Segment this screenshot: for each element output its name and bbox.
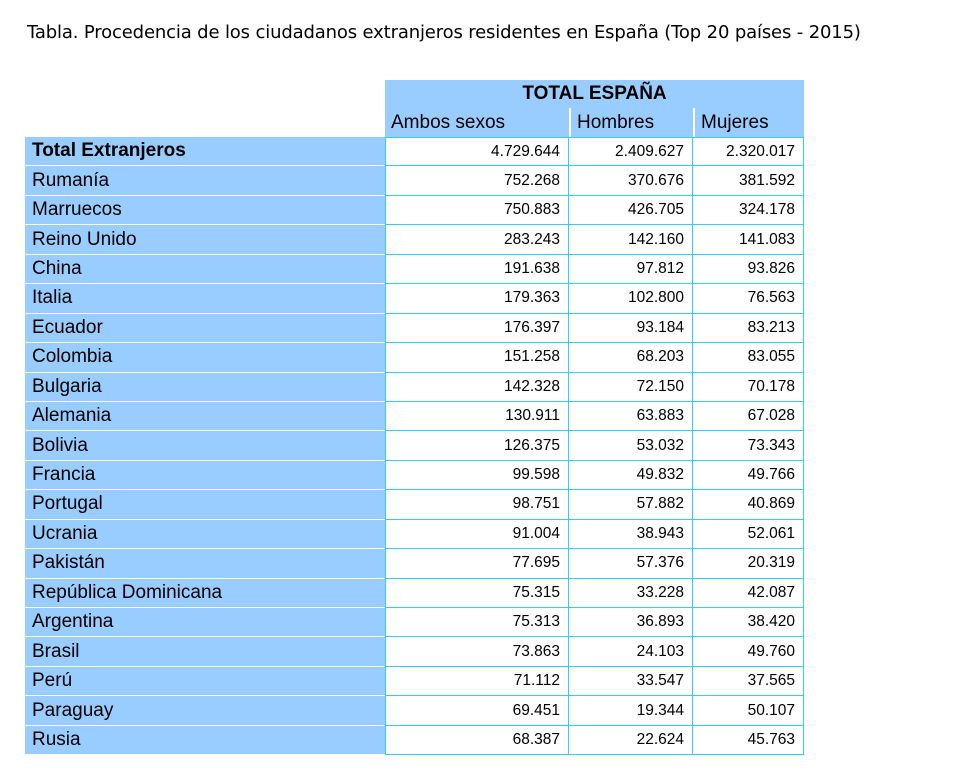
cell-hombres: 22.624: [569, 725, 693, 756]
table-caption: Tabla. Procedencia de los ciudadanos ext…: [27, 22, 861, 43]
subheader-blank-cell: [25, 108, 385, 137]
cell-ambos-sexos: 77.695: [385, 549, 569, 579]
group-header: TOTAL ESPAÑA: [385, 80, 804, 108]
cell-hombres: 36.893: [569, 608, 693, 638]
cell-mujeres: 38.420: [693, 608, 804, 638]
cell-ambos-sexos: 142.328: [385, 372, 569, 402]
cell-hombres: 370.676: [569, 166, 693, 196]
cell-hombres: 97.812: [569, 254, 693, 285]
row-country-name: Rumanía: [25, 166, 385, 196]
cell-mujeres: 45.763: [693, 725, 804, 756]
cell-mujeres: 83.213: [693, 313, 804, 344]
cell-ambos-sexos: 98.751: [385, 490, 569, 520]
cell-mujeres: 20.319: [693, 549, 804, 579]
cell-mujeres: 324.178: [693, 195, 804, 226]
cell-ambos-sexos: 283.243: [385, 225, 569, 255]
cell-mujeres: 76.563: [693, 284, 804, 314]
row-country-name: China: [25, 254, 385, 285]
cell-mujeres: 52.061: [693, 519, 804, 550]
cell-ambos-sexos: 752.268: [385, 166, 569, 196]
row-country-name: Alemania: [25, 401, 385, 432]
cell-hombres: 49.832: [569, 460, 693, 491]
cell-ambos-sexos: 69.451: [385, 696, 569, 726]
cell-ambos-sexos: 91.004: [385, 519, 569, 550]
row-country-name: Portugal: [25, 490, 385, 520]
row-country-name: Total Extranjeros: [25, 137, 385, 167]
cell-mujeres: 42.087: [693, 578, 804, 608]
cell-hombres: 57.376: [569, 549, 693, 579]
row-country-name: Ucrania: [25, 519, 385, 550]
cell-mujeres: 70.178: [693, 372, 804, 402]
cell-mujeres: 67.028: [693, 401, 804, 432]
row-country-name: Bulgaria: [25, 372, 385, 402]
cell-hombres: 93.184: [569, 313, 693, 344]
cell-hombres: 142.160: [569, 225, 693, 255]
cell-ambos-sexos: 176.397: [385, 313, 569, 344]
cell-mujeres: 73.343: [693, 431, 804, 461]
cell-hombres: 53.032: [569, 431, 693, 461]
cell-ambos-sexos: 73.863: [385, 637, 569, 667]
cell-hombres: 33.547: [569, 666, 693, 697]
cell-hombres: 426.705: [569, 195, 693, 226]
cell-mujeres: 141.083: [693, 225, 804, 255]
cell-mujeres: 49.760: [693, 637, 804, 667]
cell-hombres: 57.882: [569, 490, 693, 520]
cell-mujeres: 49.766: [693, 460, 804, 491]
cell-ambos-sexos: 126.375: [385, 431, 569, 461]
cell-hombres: 68.203: [569, 343, 693, 373]
cell-ambos-sexos: 99.598: [385, 460, 569, 491]
cell-hombres: 2.409.627: [569, 137, 693, 167]
foreign-residents-table: TOTAL ESPAÑA Ambos sexos Hombres Mujeres…: [25, 80, 804, 756]
column-header-mujeres: Mujeres: [693, 108, 804, 137]
row-country-name: Francia: [25, 460, 385, 491]
cell-mujeres: 37.565: [693, 666, 804, 697]
cell-ambos-sexos: 4.729.644: [385, 137, 569, 167]
cell-ambos-sexos: 75.313: [385, 608, 569, 638]
cell-hombres: 63.883: [569, 401, 693, 432]
row-country-name: Ecuador: [25, 313, 385, 344]
cell-hombres: 72.150: [569, 372, 693, 402]
cell-mujeres: 40.869: [693, 490, 804, 520]
cell-mujeres: 50.107: [693, 696, 804, 726]
cell-hombres: 24.103: [569, 637, 693, 667]
row-country-name: Brasil: [25, 637, 385, 667]
header-blank-cell: [25, 80, 385, 108]
cell-hombres: 19.344: [569, 696, 693, 726]
cell-ambos-sexos: 151.258: [385, 343, 569, 373]
row-country-name: Bolivia: [25, 431, 385, 461]
cell-mujeres: 381.592: [693, 166, 804, 196]
cell-mujeres: 2.320.017: [693, 137, 804, 167]
cell-ambos-sexos: 191.638: [385, 254, 569, 285]
column-header-ambos-sexos: Ambos sexos: [385, 108, 569, 137]
cell-hombres: 33.228: [569, 578, 693, 608]
cell-mujeres: 83.055: [693, 343, 804, 373]
cell-ambos-sexos: 75.315: [385, 578, 569, 608]
cell-ambos-sexos: 179.363: [385, 284, 569, 314]
row-country-name: Pakistán: [25, 549, 385, 579]
row-country-name: Perú: [25, 666, 385, 697]
cell-hombres: 102.800: [569, 284, 693, 314]
cell-ambos-sexos: 130.911: [385, 401, 569, 432]
row-country-name: Argentina: [25, 608, 385, 638]
row-country-name: Italia: [25, 284, 385, 314]
column-header-hombres: Hombres: [569, 108, 693, 137]
cell-ambos-sexos: 71.112: [385, 666, 569, 697]
row-country-name: Reino Unido: [25, 225, 385, 255]
row-country-name: Colombia: [25, 343, 385, 373]
cell-ambos-sexos: 68.387: [385, 725, 569, 756]
row-country-name: Paraguay: [25, 696, 385, 726]
row-country-name: República Dominicana: [25, 578, 385, 608]
row-country-name: Marruecos: [25, 195, 385, 226]
cell-ambos-sexos: 750.883: [385, 195, 569, 226]
row-country-name: Rusia: [25, 725, 385, 756]
cell-mujeres: 93.826: [693, 254, 804, 285]
cell-hombres: 38.943: [569, 519, 693, 550]
